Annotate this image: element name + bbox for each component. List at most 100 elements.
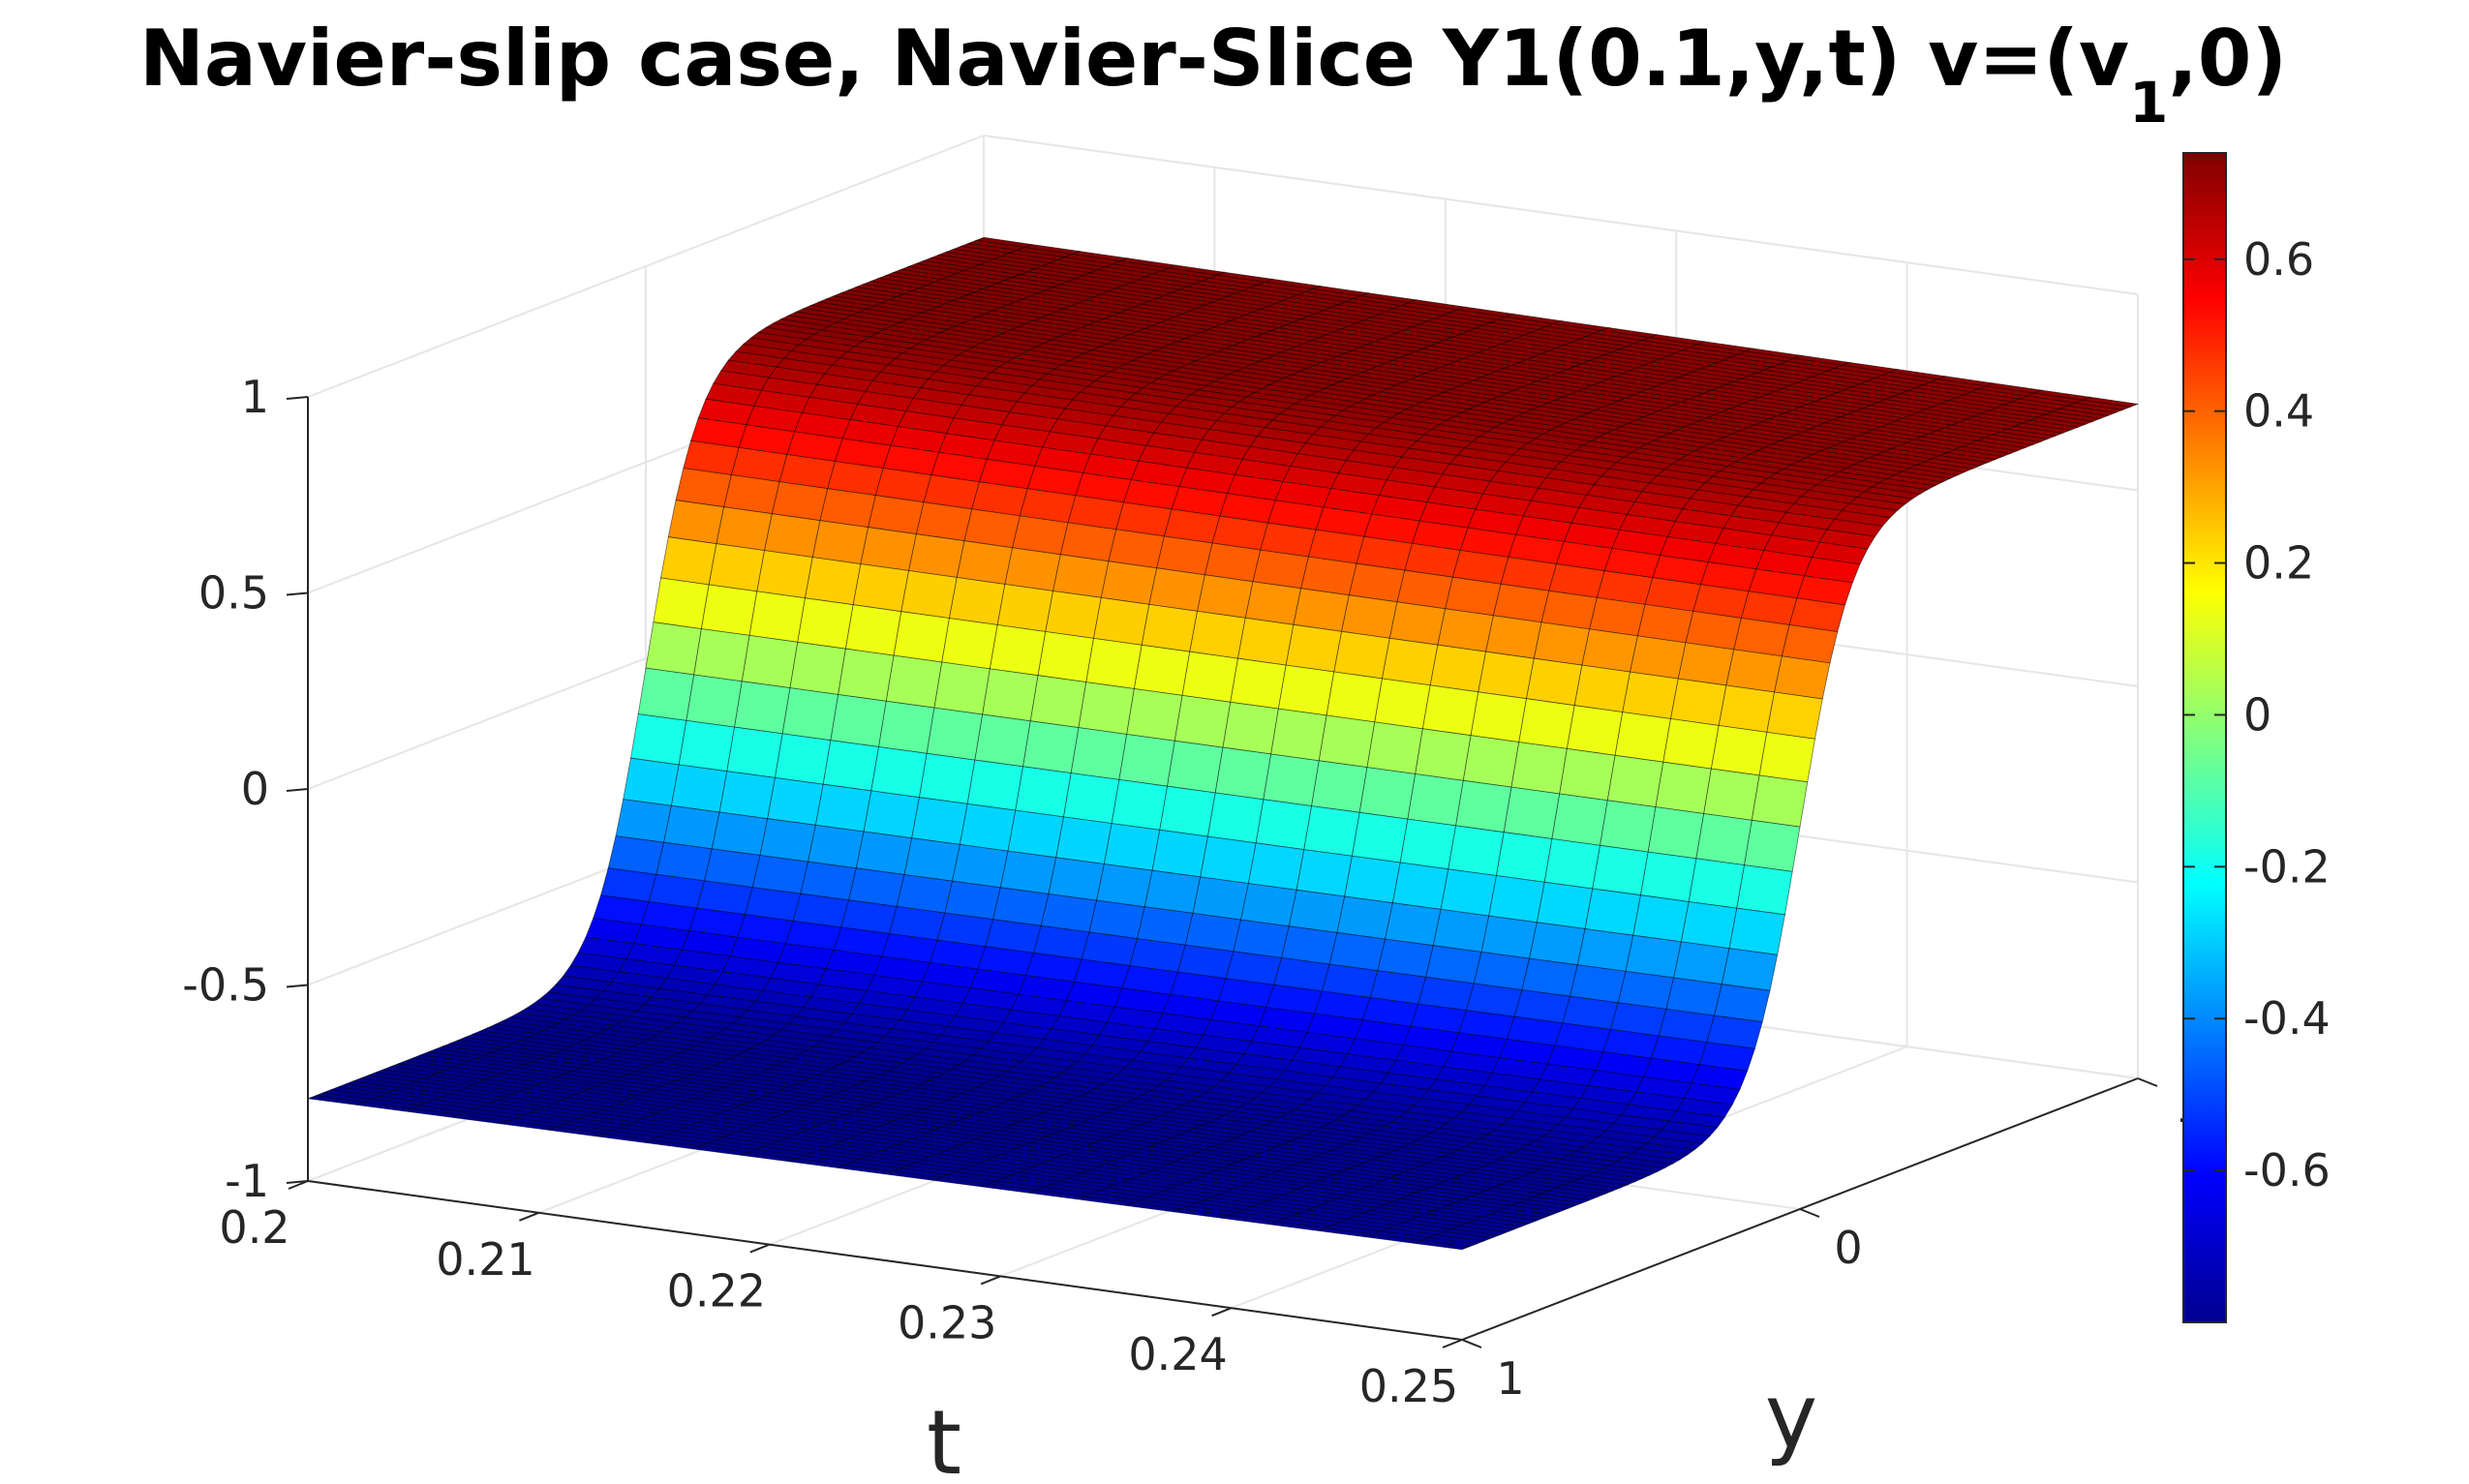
x-axis-line [307,1180,1463,1341]
surface-cell [1559,747,1616,802]
surface-cell [1336,895,1393,940]
z-tick-label: -0.5 [182,959,269,1012]
surface-cell [974,713,1031,768]
surface-cell [1174,694,1232,748]
z-tick-mark [286,984,309,988]
surface-cell [989,624,1047,677]
surface-cell [1470,691,1527,743]
surface-cell [764,513,821,559]
surface-cell [1237,617,1295,666]
surface-cell [660,536,717,586]
surface-cell [1055,816,1113,864]
surface-cell [704,848,761,889]
surface-cell [1328,931,1387,972]
surface-cell [952,843,1009,889]
surface-cell [838,648,895,702]
surface-cell [1655,761,1712,814]
surface-cell [1680,901,1738,950]
surface-cell [1207,792,1265,844]
surface-cell [1233,919,1290,958]
surface-cell [615,799,672,843]
surface-cell [1118,734,1175,787]
surface-cell [1573,664,1631,713]
surface-cell [767,776,824,826]
surface-cell [637,667,695,721]
colorbar [2182,152,2227,1323]
surface-cell [1688,858,1746,909]
chart-title-main: Navier-slip case, Navier-Slice Y1(0.1,y,… [139,14,2129,104]
surface-cell [1137,906,1194,946]
surface-cell [1774,655,1831,700]
surface-cell [1263,753,1320,807]
surface-cell [1133,644,1191,696]
surface-cell [1344,855,1401,904]
colorbar-tick-label: -0.6 [2243,1144,2331,1196]
z-tick-mark [286,591,309,596]
surface-cell [1247,842,1305,891]
surface-cell [1728,907,1785,955]
x-tick-mark [980,1275,1001,1286]
surface-cell [1670,678,1727,726]
surface-cell [1222,701,1279,755]
surface-cell [1244,581,1302,625]
surface-cell [1536,881,1594,929]
surface-cell [1758,731,1815,783]
surface-cell [1167,740,1224,794]
surface-cell [949,577,1006,625]
surface-cell [667,500,725,545]
surface-cell [1295,849,1353,897]
surface-cell [911,797,968,845]
surface-cell [1037,631,1094,683]
surface-cell [1437,608,1494,652]
z-tick-label: 0 [241,763,269,815]
surface-cell [1148,567,1205,612]
surface-cell [751,855,809,894]
surface-cell [1521,957,1578,997]
x-tick-label: 0.21 [436,1233,534,1286]
surface-cell [1293,588,1350,632]
surface-cell [781,687,839,742]
colorbar-tick-label: 0.6 [2243,233,2314,286]
surface-cell [1078,681,1135,735]
y-axis-label: y [1765,1365,1817,1469]
surface-cell [870,746,928,799]
surface-cell [800,861,857,901]
z-tick-mark [286,396,309,400]
surface-cell [700,584,758,636]
surface-cell [852,563,910,613]
surface-cell [655,841,713,882]
surface-cell [1736,864,1793,916]
surface-cell [711,811,769,856]
surface-cell [992,887,1050,926]
surface-cell [808,824,865,869]
surface-cell [855,831,913,875]
surface-cell [775,733,832,785]
colorbar-tick-label: 0.2 [2243,537,2314,590]
surface-cell [1326,671,1383,723]
surface-cell [1374,678,1431,730]
y-tick-mark [2137,1077,2158,1087]
surface-cell [1421,684,1479,737]
x-axis-label: t [927,1391,961,1484]
surface-cell [1662,718,1720,770]
z-tick-label: 0.5 [198,567,269,620]
surface-cell [1230,657,1287,710]
surface-cell [1462,735,1520,788]
surface-cell [797,597,854,650]
surface-cell [1352,811,1409,863]
surface-cell [1240,883,1297,927]
surface-cell [1096,863,1153,908]
surface-cell [982,668,1039,722]
surface-cell [1425,945,1482,984]
surface-cell [1614,712,1671,763]
y-tick-mark [1461,1339,1482,1348]
surface-cell [1288,889,1346,933]
x-tick-label: 0.25 [1359,1360,1458,1412]
surface-cell [1382,637,1439,686]
x-tick-label: 0.24 [1128,1328,1227,1380]
surface-cell [848,867,905,907]
surface-cell [1103,823,1161,871]
surface-cell [814,783,872,833]
surface-cell [1496,832,1553,883]
